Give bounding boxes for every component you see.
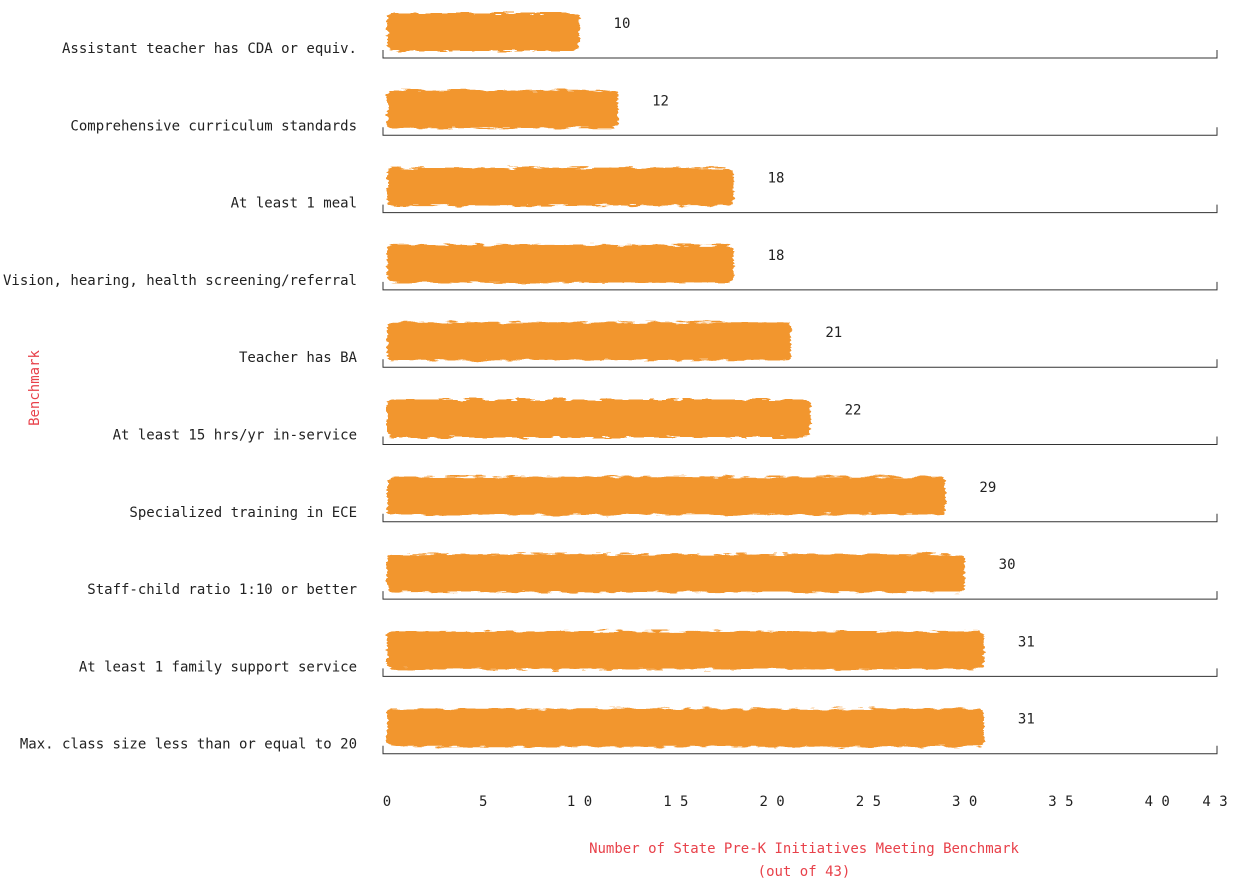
row-baseline xyxy=(382,513,1218,523)
labels-layer: Assistant teacher has CDA or equiv. 10 Com… xyxy=(3,16,1035,753)
value-label: 29 xyxy=(979,480,996,496)
x-tick-label: 0 xyxy=(383,794,391,810)
x-tick-label: 3 5 xyxy=(1048,794,1073,810)
x-tick-label: 1 0 xyxy=(567,794,592,810)
value-label: 31 xyxy=(1018,712,1035,728)
value-label: 30 xyxy=(999,557,1016,573)
row-baseline xyxy=(382,668,1218,677)
bar xyxy=(387,476,946,515)
x-tick-label: 5 xyxy=(479,794,487,810)
category-label: Comprehensive curriculum standards xyxy=(70,118,357,134)
bars-layer xyxy=(382,13,1218,755)
category-label: Max. class size less than or equal to 20 xyxy=(20,737,357,753)
row-baseline xyxy=(382,591,1218,600)
category-label: Specialized training in ECE xyxy=(129,505,357,521)
value-label: 18 xyxy=(768,171,785,187)
category-label: Staff-child ratio 1:10 or better xyxy=(87,582,357,598)
bar xyxy=(387,322,792,361)
x-axis-title-line1: Number of State Pre-K Initiatives Meetin… xyxy=(589,841,1019,857)
y-axis-title: Benchmark xyxy=(27,350,43,426)
value-label: 10 xyxy=(614,16,631,32)
bar xyxy=(387,244,734,283)
value-label: 12 xyxy=(652,93,669,109)
x-tick-label: 2 5 xyxy=(856,794,881,810)
x-axis-ticks: 0 5 1 0 1 5 2 0 2 5 3 0 3 5 4 0 4 3 xyxy=(383,794,1228,810)
row-baseline xyxy=(382,281,1218,291)
x-tick-label: 4 0 xyxy=(1145,794,1170,810)
category-label: At least 1 meal xyxy=(231,196,357,212)
category-label: At least 15 hrs/yr in-service xyxy=(113,428,357,444)
category-label: Assistant teacher has CDA or equiv. xyxy=(62,41,357,57)
value-label: 31 xyxy=(1018,634,1035,650)
x-axis-title-line2: (out of 43) xyxy=(758,864,851,880)
value-label: 22 xyxy=(845,403,862,419)
row-baseline xyxy=(382,127,1218,136)
x-tick-label: 3 0 xyxy=(952,794,977,810)
value-label: 18 xyxy=(768,248,785,264)
row-baseline xyxy=(382,359,1218,368)
category-label: At least 1 family support service xyxy=(79,659,357,675)
bar xyxy=(387,90,619,129)
value-label: 21 xyxy=(825,325,842,341)
bar xyxy=(387,399,811,438)
bar xyxy=(387,631,984,670)
bar xyxy=(387,708,984,747)
row-baseline xyxy=(382,436,1218,445)
bar xyxy=(387,167,734,206)
category-label: Vision, hearing, health screening/referr… xyxy=(3,273,357,289)
bar xyxy=(387,554,965,593)
x-tick-label: 4 3 xyxy=(1202,794,1227,810)
x-tick-label: 1 5 xyxy=(663,794,688,810)
x-tick-label: 2 0 xyxy=(759,794,784,810)
bar xyxy=(387,13,580,51)
row-baseline xyxy=(382,50,1218,59)
row-baseline xyxy=(382,204,1218,214)
row-baseline xyxy=(382,745,1218,755)
category-label: Teacher has BA xyxy=(239,350,358,366)
